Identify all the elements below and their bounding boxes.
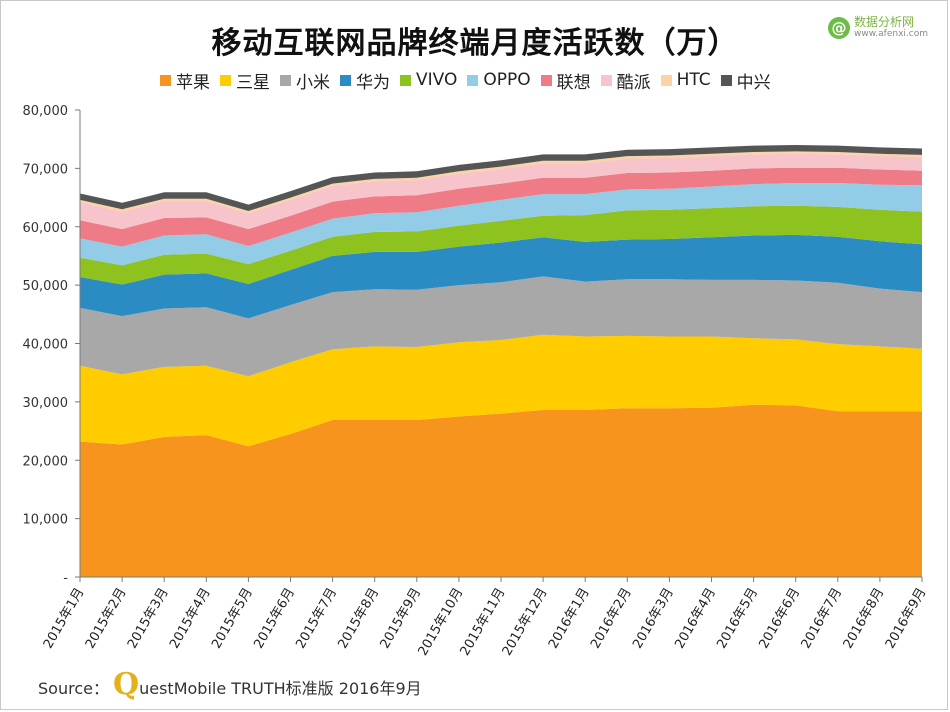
logo-name: 数据分析网 [854, 15, 915, 29]
legend-label: 中兴 [736, 72, 771, 93]
source-q-mark: Q [112, 667, 140, 702]
source-note: Source： Q uestMobile TRUTH标准版 2016年9月 [38, 667, 422, 702]
legend-swatch [720, 74, 732, 86]
area-series [80, 183, 922, 266]
legend-label: 酷派 [616, 72, 651, 93]
x-tick-label: 2015年9月 [378, 586, 425, 652]
legend-swatch [600, 74, 612, 86]
x-tick-label: 2016年9月 [883, 586, 930, 652]
y-tick-label: 20,000 [23, 454, 69, 469]
area-series [80, 334, 922, 447]
x-tick-label: 2016年3月 [630, 586, 677, 652]
x-tick-label: 2015年5月 [209, 586, 256, 652]
x-tick-label: 2015年6月 [251, 586, 298, 652]
legend-label: 联想 [556, 72, 591, 93]
area-series [80, 404, 922, 577]
legend-item: HTC [660, 70, 711, 90]
y-tick-label: 40,000 [23, 338, 69, 353]
area-series [80, 276, 922, 377]
legend-item: 华为 [340, 68, 390, 93]
y-tick-label: - [63, 571, 68, 586]
x-tick-label: 2015年2月 [83, 586, 130, 652]
source-text: uestMobile TRUTH标准版 2016年9月 [139, 679, 422, 698]
x-tick-label: 2016年4月 [672, 586, 719, 652]
legend-item: 酷派 [600, 68, 651, 93]
logo-url: www.afenxi.com [854, 29, 928, 39]
legend-swatch [220, 74, 231, 86]
y-tick-label: 50,000 [23, 279, 69, 294]
afenxi-logo: @ 数据分析网 www.afenxi.com [828, 16, 928, 40]
y-tick-label: 10,000 [23, 513, 69, 528]
y-tick-label: 60,000 [23, 221, 69, 236]
chart-legend: 苹果 三星 小米 华为 VIVO OPPO 联想 酷派 HTC 中兴 [160, 68, 771, 93]
x-tick-label: 2015年1月 [41, 586, 88, 652]
legend-label: HTC [676, 70, 711, 90]
x-tick-label: 2016年8月 [841, 586, 888, 652]
x-tick-label: 2015年3月 [125, 586, 172, 652]
legend-swatch [660, 74, 672, 86]
legend-label: 小米 [296, 72, 330, 93]
y-tick-label: 30,000 [23, 396, 69, 411]
area-series [80, 153, 922, 230]
x-tick-label: 2015年7月 [293, 586, 340, 652]
legend-item: 中兴 [720, 68, 771, 93]
y-tick-label: 80,000 [23, 104, 69, 119]
legend-label: 苹果 [176, 72, 210, 93]
legend-item: OPPO [467, 70, 531, 90]
y-tick-label: 70,000 [23, 162, 69, 177]
x-tick-label: 2016年6月 [756, 586, 803, 652]
legend-swatch [467, 74, 479, 86]
x-tick-label: 2016年1月 [546, 586, 593, 652]
x-tick-label: 2016年2月 [588, 586, 635, 652]
legend-swatch [160, 74, 171, 86]
x-tick-label: 2016年5月 [714, 586, 761, 652]
legend-swatch [280, 74, 291, 86]
chart-title: 移动互联网品牌终端月度活跃数（万） [211, 26, 739, 61]
legend-label: 三星 [236, 72, 270, 93]
legend-label: OPPO [483, 70, 531, 90]
legend-item: 苹果 [160, 68, 210, 93]
x-tick-label: 2016年7月 [799, 586, 846, 652]
legend-swatch [540, 74, 552, 86]
area-series [80, 205, 922, 285]
x-tick-label: 2015年4月 [167, 586, 214, 652]
legend-label: 华为 [356, 72, 390, 93]
area-series [80, 151, 922, 214]
area-series [80, 234, 922, 319]
legend-label: VIVO [416, 70, 458, 90]
area-series [80, 167, 922, 247]
legend-swatch [340, 74, 351, 86]
logo-at-icon: @ [828, 17, 851, 39]
legend-item: 三星 [220, 68, 270, 93]
area-series [80, 145, 922, 211]
legend-item: 联想 [540, 68, 591, 93]
legend-swatch [400, 74, 411, 86]
source-prefix: Source： [38, 679, 109, 698]
legend-item: 小米 [280, 68, 330, 93]
x-tick-label: 2015年8月 [335, 586, 382, 652]
legend-item: VIVO [400, 70, 457, 90]
x-tick-label: 2015年12月 [500, 586, 551, 659]
